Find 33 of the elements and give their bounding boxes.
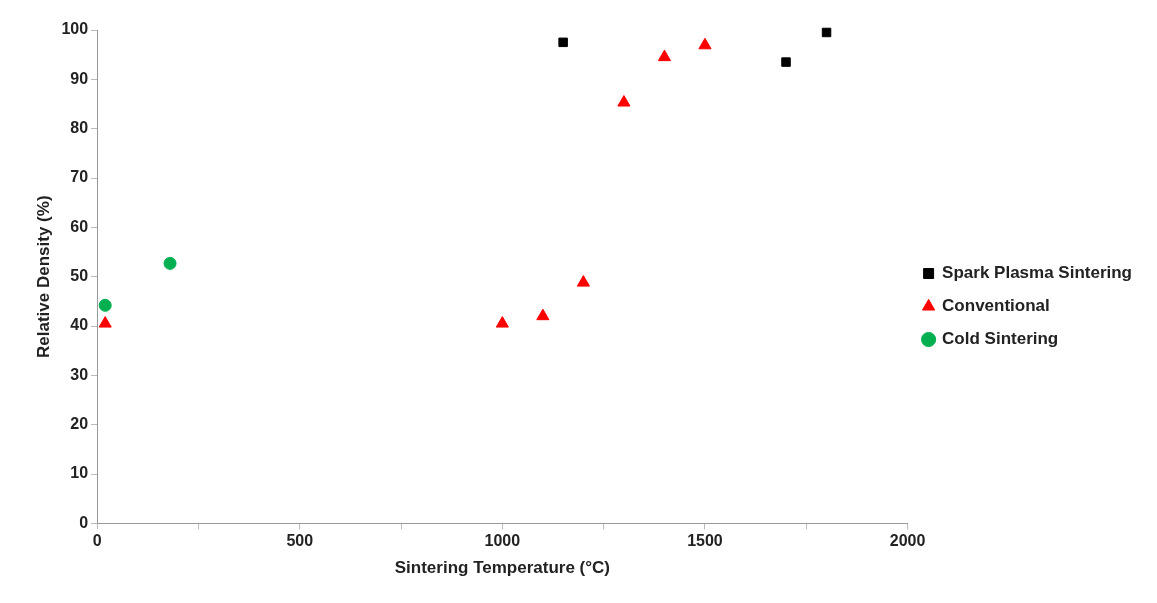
y-tick-label: 0 <box>79 513 89 531</box>
point <box>781 57 791 67</box>
x-tick-label: 0 <box>92 532 102 550</box>
point <box>98 316 112 328</box>
point <box>98 298 112 312</box>
y-tick-label: 30 <box>70 365 89 383</box>
y-tick-label: 90 <box>70 69 89 87</box>
point <box>576 275 590 287</box>
x-tick-label: 1000 <box>484 532 521 550</box>
y-tick-label: 70 <box>70 168 89 186</box>
legend-label: Conventional <box>942 296 1050 316</box>
point <box>558 37 568 48</box>
y-tick-label: 20 <box>70 415 89 433</box>
x-tick-label: 500 <box>286 532 314 550</box>
x-tick-label: 1500 <box>687 532 723 550</box>
point <box>536 308 550 321</box>
y-tick-label: 80 <box>70 119 89 137</box>
point <box>495 316 509 328</box>
point <box>821 27 832 38</box>
legend-label: Cold Sintering <box>942 329 1059 349</box>
y-tick-label: 40 <box>70 316 89 334</box>
x-axis-title: Sintering Temperature (°C) <box>394 558 610 578</box>
point <box>698 37 712 50</box>
y-tick-label: 10 <box>70 464 89 482</box>
y-tick-label: 100 <box>61 20 89 38</box>
legend-label: Spark Plasma Sintering <box>942 263 1132 283</box>
y-tick-label: 50 <box>70 267 89 285</box>
x-tick-label: 2000 <box>889 532 926 550</box>
y-tick-label: 60 <box>70 217 89 235</box>
point <box>617 95 631 107</box>
point <box>163 256 177 270</box>
y-axis-title: Relative Density (%) <box>33 195 53 358</box>
point <box>657 49 672 62</box>
